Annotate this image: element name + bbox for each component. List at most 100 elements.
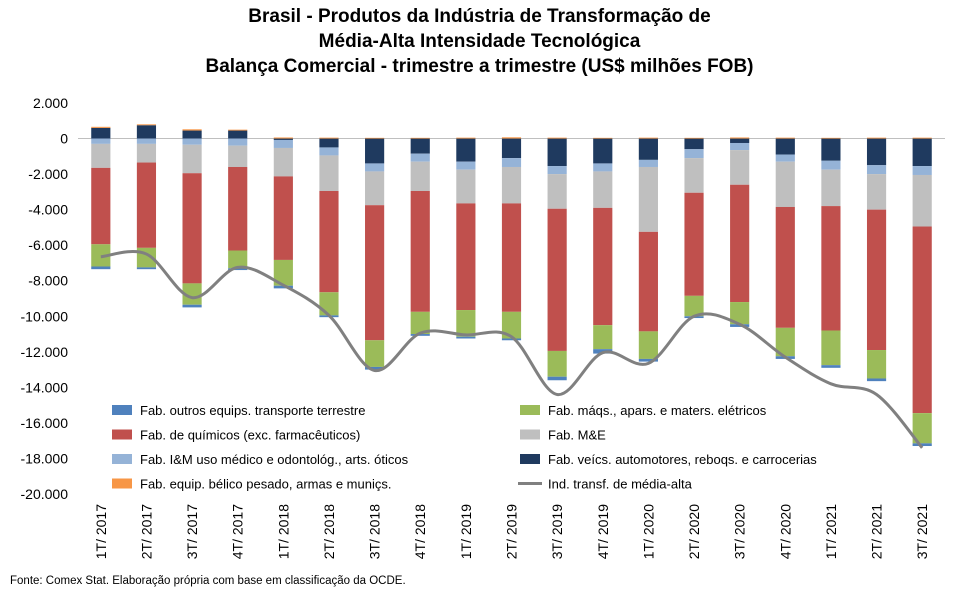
legend-label: Fab. equip. bélico pesado, armas e muniç… [140, 477, 391, 492]
series-line-ind-transf [100, 250, 924, 449]
bar-segment [182, 304, 202, 308]
bar-segment [638, 231, 658, 332]
bar-segment [91, 167, 111, 245]
bar-segment [912, 174, 932, 227]
bar-segment [456, 336, 476, 339]
bar-segment [684, 295, 704, 317]
legend-swatch [112, 478, 132, 489]
x-tick-label: 3T/ 2019 [549, 504, 565, 559]
bar-segment [730, 150, 750, 185]
bar-segment [638, 166, 658, 232]
bar-segment [228, 166, 248, 251]
x-tick-label: 2T/ 2021 [869, 504, 885, 559]
bar-segment [273, 259, 293, 286]
bar-segment [912, 138, 932, 167]
bar-segment [91, 143, 111, 168]
bar-segment [501, 203, 522, 312]
bar-segment [273, 139, 293, 148]
y-tick-label: -8.000 [28, 273, 68, 289]
bar-segment [912, 413, 932, 444]
bar-segment [365, 366, 385, 370]
bar-segment [410, 161, 430, 191]
y-tick-label: -10.000 [21, 308, 69, 324]
bar-segment [821, 365, 841, 368]
bar-segment [775, 161, 795, 207]
bar-segment [730, 302, 750, 325]
bar-segment [775, 137, 795, 139]
y-tick-label: -6.000 [28, 237, 68, 253]
bar-segment [547, 174, 567, 209]
bar-segment [730, 137, 750, 139]
bar-segment [638, 159, 658, 167]
bar-segment [136, 138, 157, 144]
x-tick-label: 2T/ 2018 [321, 504, 337, 559]
bar-segment [136, 162, 157, 248]
bar-segment [866, 138, 887, 166]
bar-segment [410, 311, 430, 335]
bar-segment [136, 125, 157, 139]
bar-segment [912, 137, 932, 139]
x-tick-label: 1T/ 2021 [823, 504, 839, 559]
bar-segment [182, 129, 202, 131]
bar-segment [273, 137, 293, 139]
bar-segment [319, 292, 339, 316]
bar-segment [501, 338, 522, 341]
bar-segment [456, 138, 476, 162]
bar-segment [365, 138, 385, 164]
bar-segment [136, 143, 157, 163]
y-tick-label: 0 [60, 131, 68, 147]
bar-segment [821, 137, 841, 139]
bar-segment [501, 166, 522, 204]
x-tick-label: 3T/ 2018 [367, 504, 383, 559]
legend-label: Fab. M&E [548, 428, 606, 443]
x-tick-label: 1T/ 2018 [275, 504, 291, 559]
bar-segment [775, 327, 795, 357]
bar-segment [775, 206, 795, 328]
bar-segment [182, 283, 202, 305]
bar-segment [136, 267, 157, 270]
bar-segment [410, 153, 430, 162]
bar-segment [593, 207, 613, 326]
bar-segment [456, 137, 476, 139]
legend-swatch [520, 405, 540, 415]
bar-segment [91, 127, 111, 139]
bar-segment [273, 285, 293, 289]
bar-segment [547, 208, 567, 351]
bars [91, 124, 932, 447]
total-line [100, 250, 924, 449]
bar-segment [273, 147, 293, 177]
bar-segment [319, 155, 339, 191]
bar-segment [182, 173, 202, 284]
bar-segment [593, 163, 613, 172]
legend: Fab. outros equips. transporte terrestre… [112, 403, 817, 492]
bar-segment [912, 226, 932, 414]
legend-swatch [112, 405, 132, 415]
bar-segment [821, 206, 841, 331]
bar-segment [638, 138, 658, 160]
y-tick-label: 2.000 [33, 95, 68, 111]
bar-segment [273, 138, 293, 140]
bar-segment [866, 137, 887, 139]
y-tick-label: -2.000 [28, 166, 68, 182]
bar-segment [456, 310, 476, 337]
x-tick-label: 2T/ 2020 [686, 504, 702, 559]
x-tick-label: 3T/ 2020 [732, 504, 748, 559]
bar-segment [228, 130, 248, 139]
chart-title-line-1: Brasil - Produtos da Indústria de Transf… [248, 6, 711, 27]
bar-segment [730, 142, 750, 151]
bar-segment [775, 138, 795, 155]
bar-segment [501, 158, 522, 167]
bar-segment [319, 190, 339, 293]
legend-label: Ind. transf. de média-alta [548, 477, 693, 492]
axes: 2.000 0 -2.000 -4.000 -6.000 -8.000 -10.000 -12… [21, 95, 945, 559]
bar-segment [228, 138, 248, 146]
x-tick-label: 4T/ 2019 [595, 504, 611, 559]
x-tick-label: 4T/ 2020 [777, 504, 793, 559]
bar-segment [775, 154, 795, 162]
bar-segment [91, 126, 111, 128]
y-tick-label: -12.000 [21, 344, 69, 360]
bar-segment [501, 138, 522, 159]
bar-segment [730, 138, 750, 143]
bar-segment [593, 325, 613, 350]
bar-segment [547, 138, 567, 167]
